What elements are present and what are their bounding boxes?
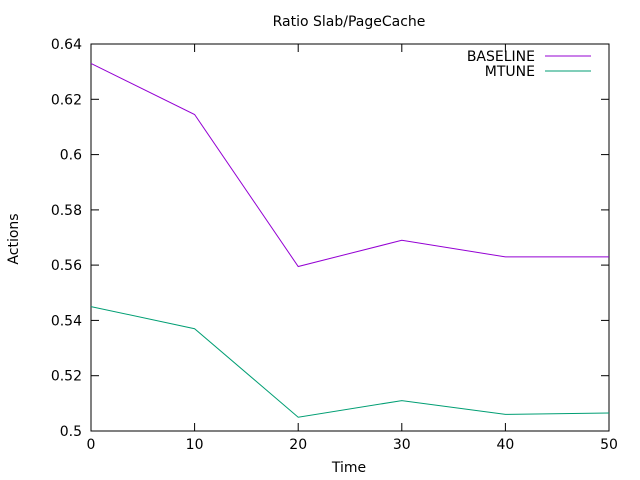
axis-ticks: 0.5 0.52 0.54 0.56 0.58 0.6 0.62 0.64 0 10 20 30 40 5…: [51, 37, 618, 453]
x-axis-label: Time: [331, 460, 366, 476]
x-tick-label: 50: [600, 437, 618, 453]
series-lines: [90, 62, 610, 418]
x-tick-label: 40: [496, 437, 514, 453]
x-tick-label: 0: [87, 437, 96, 453]
y-tick-label: 0.54: [51, 313, 82, 329]
x-tick-label: 20: [289, 437, 307, 453]
x-tick-label: 10: [186, 437, 204, 453]
y-tick-label: 0.52: [51, 369, 82, 385]
y-tick-label: 0.62: [51, 92, 82, 108]
y-tick-label: 0.5: [60, 424, 82, 440]
series-line-baseline: [90, 62, 609, 268]
series-line-mtune: [90, 306, 610, 418]
y-tick-label: 0.6: [60, 148, 82, 164]
y-tick-label: 0.58: [51, 203, 82, 219]
plot-border: [90, 43, 610, 432]
chart-title: Ratio Slab/PageCache: [273, 14, 426, 30]
y-tick-label: 0.64: [51, 37, 82, 53]
y-axis-label: Actions: [6, 213, 22, 264]
x-tick-label: 30: [393, 437, 411, 453]
legend-label: MTUNE: [485, 64, 535, 80]
legend-label: BASELINE: [467, 49, 535, 65]
y-tick-label: 0.56: [51, 258, 82, 274]
